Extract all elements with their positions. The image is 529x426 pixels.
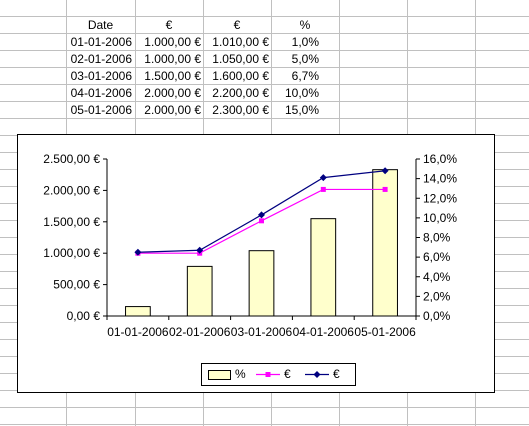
cell-c-3[interactable]: 1.600,00 € [212, 69, 269, 83]
chart-legend[interactable]: % € € [201, 363, 356, 386]
bar-4 [310, 218, 337, 317]
right-tick-label: 6,0% [423, 250, 451, 264]
right-tick-label: 10,0% [423, 211, 457, 225]
cell-date-3[interactable]: 03-01-2006 [70, 69, 132, 83]
chart-area[interactable]: 0,00 € 500,00 € 1.000,00 € 1.500,00 € 2.000,… [17, 134, 495, 393]
legend-label-bar: % [235, 367, 246, 381]
cell-c-5[interactable]: 2.300,00 € [212, 103, 269, 117]
left-tick-label: 2.000,00 € [43, 183, 100, 197]
point-diamond-4 [319, 174, 327, 182]
point-square-4 [320, 186, 326, 192]
legend-item-bar: % [208, 366, 253, 383]
right-tick-label: 16,0% [423, 152, 457, 166]
point-square-3 [259, 218, 264, 224]
legend-label-line-pct: € [284, 367, 291, 381]
cell-b-4[interactable]: 2.000,00 € [144, 86, 201, 100]
header-col-c[interactable]: € [233, 18, 241, 32]
cell-b-1[interactable]: 1.000,00 € [144, 35, 201, 49]
cell-c-2[interactable]: 1.050,00 € [212, 52, 269, 66]
right-tick-label: 0,0% [423, 309, 451, 323]
cell-b-5[interactable]: 2.000,00 € [144, 103, 201, 117]
cell-c-1[interactable]: 1.010,00 € [212, 35, 269, 49]
cell-d-2[interactable]: 5,0% [291, 52, 319, 66]
left-tick-label: 1.500,00 € [43, 215, 100, 229]
cell-date-2[interactable]: 02-01-2006 [70, 52, 132, 66]
bar-5 [372, 169, 398, 317]
x-tick-label: 04-01-2006 [293, 325, 355, 339]
cell-b-2[interactable]: 1.000,00 € [144, 52, 201, 66]
header-col-b[interactable]: € [165, 18, 173, 32]
cell-date-1[interactable]: 01-01-2006 [70, 35, 132, 49]
right-tick-label: 2,0% [423, 289, 451, 303]
right-tick-label: 12,0% [423, 191, 457, 205]
x-tick-label: 03-01-2006 [231, 325, 293, 339]
right-tick-label: 4,0% [423, 270, 451, 284]
legend-item-line-pct: € [256, 366, 304, 383]
cell-b-3[interactable]: 1.500,00 € [144, 69, 201, 83]
legend-label-line-eur: € [333, 367, 340, 381]
left-tick-label: 500,00 € [53, 278, 100, 292]
point-square-5 [382, 186, 388, 192]
right-tick-label: 8,0% [423, 231, 451, 245]
legend-item-line-eur: € [305, 366, 353, 383]
cell-d-4[interactable]: 10,0% [284, 86, 319, 100]
legend-line-pct-marker [256, 372, 280, 377]
cell-date-4[interactable]: 04-01-2006 [70, 86, 132, 100]
bar-3 [248, 250, 275, 317]
x-tick-label: 02-01-2006 [169, 325, 231, 339]
cell-d-3[interactable]: 6,7% [291, 69, 319, 83]
cell-d-5[interactable]: 15,0% [284, 103, 319, 117]
right-tick-label: 14,0% [423, 172, 457, 186]
cell-date-5[interactable]: 05-01-2006 [70, 103, 132, 117]
x-tick-label: 01-01-2006 [107, 325, 169, 339]
cell-c-4[interactable]: 2.200,00 € [212, 86, 269, 100]
x-tick-label: 05-01-2006 [354, 325, 416, 339]
point-diamond-5 [381, 167, 389, 175]
point-diamond-3 [258, 211, 265, 219]
point-diamond-1 [134, 248, 142, 256]
bar-2 [186, 265, 213, 317]
point-diamond-2 [196, 246, 204, 254]
cell-d-1[interactable]: 1,0% [291, 35, 319, 49]
header-date[interactable]: Date [87, 18, 114, 32]
bar-1 [125, 306, 151, 317]
header-col-d[interactable]: % [299, 18, 311, 32]
legend-bar-swatch [208, 370, 231, 380]
left-tick-label: 1.000,00 € [43, 246, 100, 260]
legend-line-eur-marker [305, 371, 329, 378]
left-tick-label: 2.500,00 € [43, 152, 100, 166]
chart-plot: 0,00 € 500,00 € 1.000,00 € 1.500,00 € 2.000,… [43, 152, 457, 339]
left-tick-label: 0,00 € [67, 309, 101, 323]
